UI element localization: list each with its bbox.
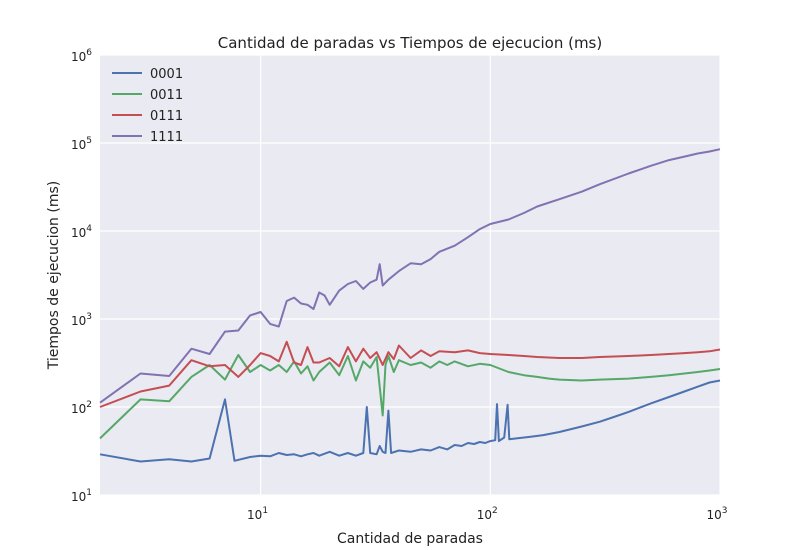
y-axis-label: Tiempos de ejecucion (ms) [46,181,62,370]
y-tick-label: 103 [71,312,92,328]
legend-label-1111: 1111 [150,130,183,145]
series-line-0011 [99,354,721,440]
legend-label-0111: 0111 [150,109,183,124]
legend: 0001 0011 0111 1111 [112,67,183,145]
x-tick-label: 101 [247,506,268,522]
x-tick-label: 102 [477,506,498,522]
plot-background [100,55,720,495]
y-tick-label: 102 [71,400,92,416]
y-tick-label: 106 [71,48,92,64]
chart-title: Cantidad de paradas vs Tiempos de ejecuc… [218,34,602,52]
legend-label-0001: 0001 [150,67,183,82]
x-axis-label: Cantidad de paradas [337,531,483,547]
legend-label-0011: 0011 [150,88,183,103]
axis-ticks: 101 102 103 101 102 103 104 105 106 [71,48,728,522]
x-tick-label: 103 [706,506,727,522]
grid-lines [100,54,721,496]
series-line-0111 [99,340,721,408]
series-line-0001 [99,379,721,463]
y-tick-label: 104 [71,224,92,240]
y-tick-label: 101 [71,488,92,504]
y-tick-label: 105 [71,136,92,152]
series-lines [99,148,721,463]
series-line-1111 [99,148,721,404]
